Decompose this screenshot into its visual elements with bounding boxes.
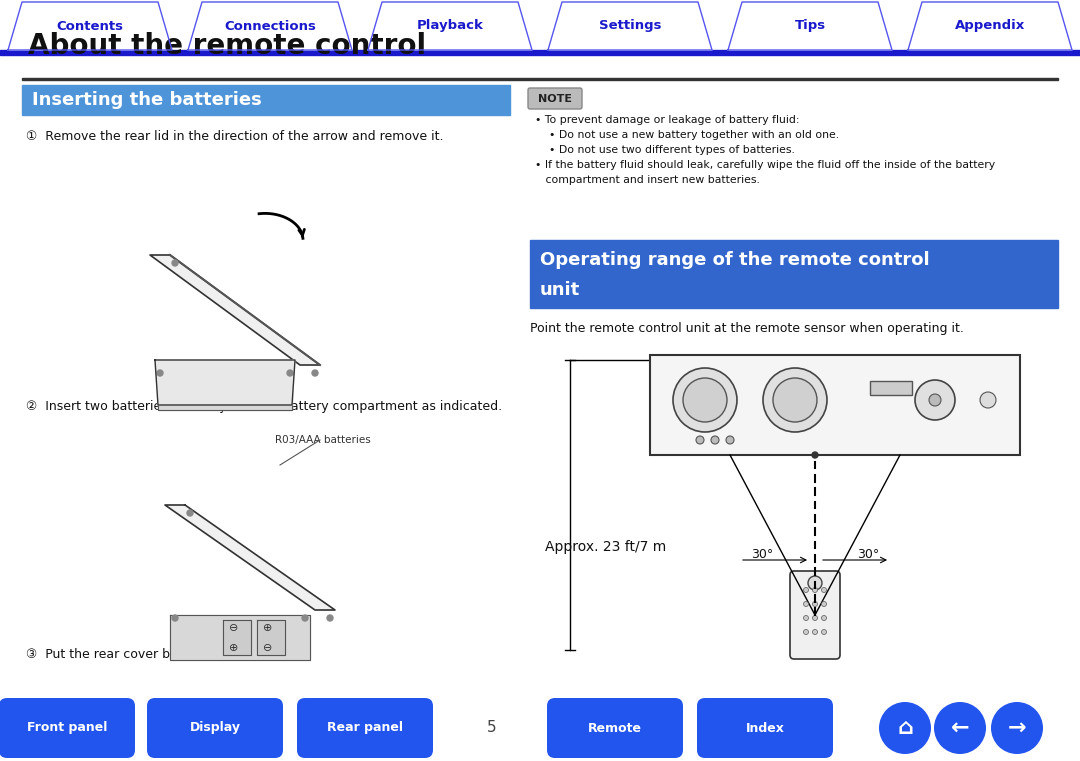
Bar — [22, 78, 1058, 80]
Text: unit: unit — [540, 281, 580, 299]
Circle shape — [711, 436, 719, 444]
Circle shape — [812, 616, 818, 620]
Bar — [870, 381, 912, 395]
Circle shape — [157, 370, 163, 376]
FancyBboxPatch shape — [650, 355, 1020, 455]
Text: Connections: Connections — [224, 20, 316, 33]
Polygon shape — [188, 2, 352, 50]
Circle shape — [287, 370, 293, 376]
Circle shape — [812, 601, 818, 607]
Text: Contents: Contents — [56, 20, 123, 33]
Circle shape — [812, 629, 818, 635]
Text: Index: Index — [745, 721, 784, 734]
Circle shape — [804, 616, 809, 620]
Polygon shape — [368, 2, 532, 50]
Circle shape — [879, 702, 931, 754]
Circle shape — [172, 615, 178, 621]
Circle shape — [726, 436, 734, 444]
Text: ⌂: ⌂ — [897, 718, 913, 738]
Polygon shape — [165, 505, 335, 610]
FancyBboxPatch shape — [0, 698, 135, 758]
Circle shape — [915, 380, 955, 420]
Text: ⊖: ⊖ — [229, 623, 239, 633]
Circle shape — [822, 629, 826, 635]
Circle shape — [327, 615, 333, 621]
Text: ③  Put the rear cover back on.: ③ Put the rear cover back on. — [26, 648, 216, 661]
Circle shape — [172, 260, 178, 266]
Circle shape — [822, 587, 826, 593]
Circle shape — [822, 616, 826, 620]
Text: Operating range of the remote control: Operating range of the remote control — [540, 251, 930, 269]
Bar — [22, 85, 510, 115]
Text: NOTE: NOTE — [538, 94, 572, 103]
Text: ⊖: ⊖ — [264, 643, 272, 653]
FancyBboxPatch shape — [147, 698, 283, 758]
Text: • Do not use two different types of batteries.: • Do not use two different types of batt… — [535, 145, 795, 155]
Text: Point the remote control unit at the remote sensor when operating it.: Point the remote control unit at the rem… — [530, 322, 963, 335]
FancyBboxPatch shape — [789, 571, 840, 659]
Text: Front panel: Front panel — [27, 721, 107, 734]
FancyBboxPatch shape — [697, 698, 833, 758]
Polygon shape — [257, 620, 285, 655]
Circle shape — [808, 576, 822, 590]
Text: About the remote control: About the remote control — [28, 32, 427, 60]
Text: Remote: Remote — [588, 721, 642, 734]
FancyBboxPatch shape — [297, 698, 433, 758]
Polygon shape — [150, 255, 320, 365]
Circle shape — [812, 587, 818, 593]
Text: Settings: Settings — [598, 20, 661, 33]
Polygon shape — [170, 615, 310, 660]
Text: →: → — [1008, 718, 1026, 738]
Circle shape — [812, 452, 818, 458]
Circle shape — [762, 368, 827, 432]
Text: 30°: 30° — [858, 549, 879, 562]
Circle shape — [302, 615, 308, 621]
Circle shape — [980, 392, 996, 408]
Text: ⊕: ⊕ — [229, 643, 239, 653]
Circle shape — [991, 702, 1043, 754]
FancyBboxPatch shape — [528, 88, 582, 109]
Text: Tips: Tips — [795, 20, 825, 33]
Polygon shape — [158, 370, 292, 410]
Text: R03/AAA batteries: R03/AAA batteries — [275, 435, 370, 445]
Text: Playback: Playback — [417, 20, 484, 33]
Circle shape — [804, 601, 809, 607]
Circle shape — [773, 378, 816, 422]
Circle shape — [187, 510, 193, 516]
Text: compartment and insert new batteries.: compartment and insert new batteries. — [535, 175, 760, 185]
Text: 5: 5 — [487, 721, 497, 735]
Polygon shape — [222, 620, 251, 655]
Polygon shape — [908, 2, 1072, 50]
Text: • Do not use a new battery together with an old one.: • Do not use a new battery together with… — [535, 130, 839, 140]
Circle shape — [822, 601, 826, 607]
Polygon shape — [728, 2, 892, 50]
Text: ①  Remove the rear lid in the direction of the arrow and remove it.: ① Remove the rear lid in the direction o… — [26, 130, 444, 143]
Text: • If the battery fluid should leak, carefully wipe the fluid off the inside of t: • If the battery fluid should leak, care… — [535, 160, 995, 170]
Circle shape — [934, 702, 986, 754]
Text: ⊕: ⊕ — [264, 623, 272, 633]
Text: Inserting the batteries: Inserting the batteries — [32, 91, 261, 109]
Polygon shape — [8, 2, 172, 50]
Text: • To prevent damage or leakage of battery fluid:: • To prevent damage or leakage of batter… — [535, 115, 799, 125]
Circle shape — [683, 378, 727, 422]
Text: Display: Display — [189, 721, 241, 734]
Polygon shape — [548, 2, 712, 50]
Circle shape — [696, 436, 704, 444]
Circle shape — [804, 629, 809, 635]
Text: Approx. 23 ft/7 m: Approx. 23 ft/7 m — [545, 540, 666, 554]
Text: ②  Insert two batteries correctly into the battery compartment as indicated.: ② Insert two batteries correctly into th… — [26, 400, 502, 413]
Bar — [0, 50, 1080, 55]
Circle shape — [673, 368, 737, 432]
Polygon shape — [156, 360, 295, 405]
Circle shape — [312, 370, 318, 376]
Text: Rear panel: Rear panel — [327, 721, 403, 734]
Circle shape — [804, 587, 809, 593]
Circle shape — [929, 394, 941, 406]
Text: Appendix: Appendix — [955, 20, 1025, 33]
Bar — [530, 240, 1058, 308]
FancyBboxPatch shape — [546, 698, 683, 758]
Text: 30°: 30° — [751, 549, 773, 562]
Text: ←: ← — [950, 718, 970, 738]
